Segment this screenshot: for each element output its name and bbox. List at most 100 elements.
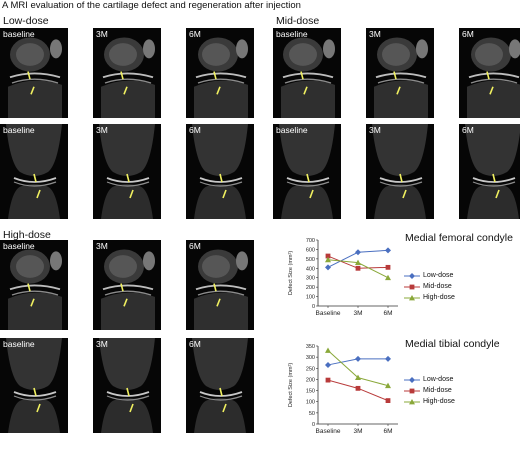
panel-timepoint-label: 6M: [189, 339, 201, 349]
data-point-high-dose: [355, 259, 361, 266]
line-chart-svg: 0 100 200 300 400 500 600 700 Baseline 3M 6M Defect…: [288, 238, 398, 317]
panel-timepoint-label: 3M: [96, 125, 108, 135]
panel-timepoint-label: 6M: [189, 29, 201, 39]
group-label-mid-dose: Mid-dose: [276, 15, 320, 27]
legend-marker: [409, 284, 415, 289]
y-tick-label: 300: [306, 276, 315, 282]
chart-legend: Low-dose Mid-dose High-dose: [404, 374, 455, 407]
data-point-high-dose: [325, 347, 331, 353]
mri-panel-high-dose-r2-6m: 6M: [186, 338, 254, 433]
data-point-high-dose: [355, 374, 361, 381]
legend-marker: [409, 388, 415, 393]
data-point-low-dose: [355, 249, 361, 256]
y-tick-label: 100: [306, 400, 315, 406]
data-point-mid-dose: [355, 385, 361, 391]
mri-panel-low-dose-r1-3m: 3M: [93, 28, 161, 118]
figure-title: A MRI evaluation of the cartilage defect…: [2, 0, 301, 11]
legend-item: High-dose: [404, 292, 455, 303]
knee-scan-image: [186, 338, 254, 433]
mri-panel-high-dose-r1-baseline: baseline: [0, 240, 68, 330]
panel-timepoint-label: 3M: [96, 29, 108, 39]
y-tick-label: 150: [306, 389, 315, 395]
y-tick-label: 0: [312, 304, 315, 310]
knee-scan-image: [0, 28, 68, 118]
x-tick-label: 6M: [383, 428, 392, 435]
panel-timepoint-label: 6M: [189, 241, 201, 251]
knee-scan-image: [459, 124, 520, 219]
data-point-mid-dose: [355, 265, 361, 271]
mri-panel-mid-dose-r1-baseline: baseline: [273, 28, 341, 118]
legend-label: Mid-dose: [423, 283, 452, 290]
legend-label: High-dose: [423, 398, 455, 405]
legend-swatch: [404, 272, 420, 279]
data-point-mid-dose: [385, 398, 391, 403]
y-tick-label: 50: [309, 411, 315, 417]
legend-label: Mid-dose: [423, 387, 452, 394]
data-point-high-dose: [325, 256, 331, 263]
y-tick-label: 400: [306, 266, 315, 272]
x-tick-label: Baseline: [316, 428, 341, 435]
legend-item: Low-dose: [404, 270, 455, 281]
data-point-mid-dose: [325, 253, 331, 259]
y-axis-label: Defect Size (mm²): [288, 251, 294, 295]
y-tick-label: 700: [306, 238, 315, 244]
legend-item: High-dose: [404, 396, 455, 407]
knee-scan-image: [273, 28, 341, 118]
legend-marker: [409, 272, 415, 279]
mri-panel-high-dose-r2-3m: 3M: [93, 338, 161, 433]
legend-label: Low-dose: [423, 376, 454, 383]
knee-scan-image: [0, 338, 68, 433]
mri-panel-low-dose-r1-baseline: baseline: [0, 28, 68, 118]
mri-panel-high-dose-r1-3m: 3M: [93, 240, 161, 330]
knee-scan-image: [186, 124, 254, 219]
knee-scan-image: [186, 28, 254, 118]
mri-panel-high-dose-r2-baseline: baseline: [0, 338, 68, 433]
panel-timepoint-label: baseline: [3, 29, 35, 39]
legend-swatch: [404, 398, 420, 404]
legend-swatch: [404, 376, 420, 383]
y-tick-label: 0: [312, 422, 315, 428]
data-point-high-dose: [385, 382, 391, 389]
panel-timepoint-label: 3M: [369, 125, 381, 135]
mri-panel-low-dose-r2-6m: 6M: [186, 124, 254, 219]
legend-marker: [409, 398, 415, 404]
knee-scan-image: [93, 124, 161, 219]
panel-timepoint-label: 3M: [96, 241, 108, 251]
legend-marker: [409, 294, 415, 300]
panel-timepoint-label: 6M: [189, 125, 201, 135]
y-tick-label: 100: [306, 295, 315, 301]
y-tick-label: 350: [306, 344, 315, 350]
tibial-chart: 0 50 100 150 200 250 300 350 Baseline 3M 6M Defect …: [280, 336, 520, 444]
knee-scan-image: [0, 124, 68, 219]
group-label-high-dose: High-dose: [3, 229, 51, 241]
data-point-mid-dose: [325, 377, 331, 383]
x-tick-label: 3M: [353, 310, 362, 317]
legend-item: Mid-dose: [404, 385, 455, 396]
data-point-low-dose: [325, 361, 331, 368]
knee-scan-image: [0, 240, 68, 330]
panel-timepoint-label: 3M: [96, 339, 108, 349]
panel-timepoint-label: baseline: [3, 125, 35, 135]
mri-panel-low-dose-r1-6m: 6M: [186, 28, 254, 118]
legend-swatch: [404, 388, 420, 393]
panel-timepoint-label: 6M: [462, 125, 474, 135]
mri-panel-mid-dose-r1-6m: 6M: [459, 28, 520, 118]
mri-panel-low-dose-r2-3m: 3M: [93, 124, 161, 219]
legend-swatch: [404, 294, 420, 300]
y-tick-label: 600: [306, 247, 315, 253]
y-tick-label: 300: [306, 355, 315, 361]
mri-panel-low-dose-r2-baseline: baseline: [0, 124, 68, 219]
panel-timepoint-label: baseline: [276, 125, 308, 135]
panel-timepoint-label: 3M: [369, 29, 381, 39]
y-tick-label: 200: [306, 377, 315, 383]
mri-panel-mid-dose-r1-3m: 3M: [366, 28, 434, 118]
chart-title: Medial femoral condyle: [405, 232, 513, 244]
x-tick-label: 6M: [383, 310, 392, 317]
y-tick-label: 500: [306, 257, 315, 263]
data-point-low-dose: [355, 355, 361, 362]
y-tick-label: 250: [306, 366, 315, 372]
data-point-high-dose: [385, 274, 391, 281]
panel-timepoint-label: baseline: [3, 241, 35, 251]
group-label-low-dose: Low-dose: [3, 15, 49, 27]
y-tick-label: 200: [306, 285, 315, 291]
